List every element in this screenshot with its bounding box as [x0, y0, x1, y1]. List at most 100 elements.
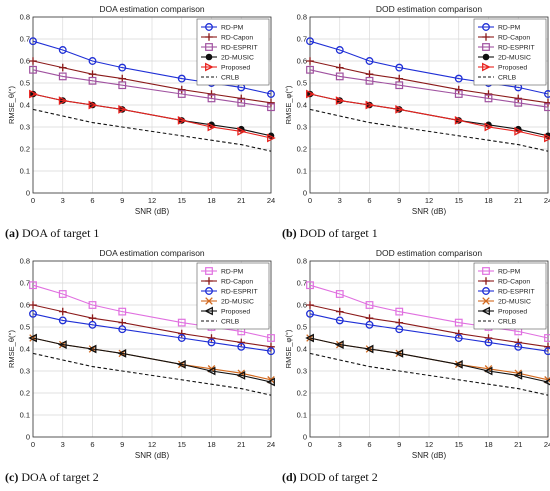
data-point-marker	[118, 105, 128, 114]
x-tick-label: 18	[207, 440, 215, 449]
series-rd-esprit	[306, 309, 550, 356]
x-tick-label: 9	[397, 440, 401, 449]
data-point-marker	[544, 99, 550, 107]
data-point-marker	[514, 338, 523, 347]
data-point-marker	[58, 290, 67, 298]
data-point-marker	[88, 76, 97, 85]
data-point-marker	[395, 105, 405, 114]
x-axis-label: SNR (dB)	[135, 207, 170, 216]
y-tick-label: 0.4	[297, 101, 307, 110]
x-tick-label: 12	[425, 440, 433, 449]
x-axis-label: SNR (dB)	[135, 451, 170, 460]
data-point-marker	[544, 133, 550, 143]
x-tick-label: 0	[308, 440, 312, 449]
data-point-marker	[117, 349, 127, 358]
data-point-marker	[267, 103, 275, 112]
caption-label: (a)	[5, 226, 19, 240]
data-point-marker	[484, 90, 493, 98]
y-tick-label: 0.2	[297, 145, 307, 154]
y-tick-label: 0.7	[297, 279, 307, 288]
data-point-marker	[335, 316, 344, 325]
data-point-marker	[29, 37, 37, 46]
y-tick-label: 0.3	[297, 367, 307, 376]
y-tick-label: 0.8	[20, 257, 30, 266]
series-line	[32, 337, 272, 383]
data-point-marker	[306, 57, 314, 65]
y-tick-label: 0.3	[20, 123, 30, 132]
legend-label: RD-Capon	[221, 279, 253, 286]
series-rd-esprit	[29, 309, 275, 356]
data-point-marker	[306, 281, 314, 290]
series-line	[32, 304, 272, 348]
legend-marker	[481, 306, 490, 316]
caption-text: DOA of target 1	[19, 226, 99, 240]
x-tick-label: 15	[455, 440, 463, 449]
y-tick-label: 0	[303, 189, 307, 198]
x-tick-label: 21	[514, 440, 522, 449]
data-point-marker	[454, 329, 463, 338]
y-tick-label: 0.4	[297, 345, 307, 354]
data-point-marker	[237, 342, 246, 351]
data-point-marker	[177, 329, 186, 338]
data-point-marker	[364, 344, 374, 354]
legend-label: 2D-MUSIC	[221, 55, 254, 62]
data-point-marker	[266, 377, 275, 387]
data-point-marker	[335, 307, 344, 316]
legend-label: Proposed	[498, 65, 527, 72]
legend-marker	[204, 306, 213, 316]
y-tick-label: 0.7	[20, 279, 30, 288]
y-tick-label: 0.5	[20, 323, 30, 332]
data-point-marker	[267, 343, 275, 351]
data-point-marker	[88, 100, 98, 110]
x-tick-label: 24	[267, 440, 275, 449]
y-tick-label: 0.1	[20, 411, 30, 420]
caption-label: (d)	[282, 470, 297, 484]
data-point-marker	[118, 63, 127, 72]
x-tick-label: 15	[178, 440, 186, 449]
data-point-marker	[514, 342, 523, 351]
series-line	[309, 69, 549, 108]
data-point-marker	[118, 307, 127, 316]
series-line	[32, 352, 272, 396]
data-point-marker	[267, 90, 275, 98]
data-point-marker	[177, 74, 186, 83]
y-tick-label: 0.1	[297, 167, 307, 176]
y-tick-label: 0.1	[297, 411, 307, 420]
x-tick-label: 0	[31, 196, 35, 205]
legend-marker	[482, 277, 490, 285]
y-tick-label: 0.4	[20, 101, 30, 110]
data-point-marker	[88, 314, 97, 322]
figure-caption: (c) DOA of target 2	[5, 470, 99, 484]
data-point-marker	[29, 281, 37, 290]
data-point-marker	[395, 63, 404, 72]
x-tick-label: 21	[237, 196, 245, 205]
data-point-marker	[29, 65, 37, 74]
data-point-marker	[306, 309, 314, 318]
series-crlb	[309, 108, 549, 152]
figure-caption: (d) DOD of target 2	[282, 470, 378, 484]
series-line	[309, 108, 549, 152]
y-tick-label: 0	[303, 433, 307, 442]
y-tick-label: 0.3	[20, 367, 30, 376]
series-line	[32, 93, 272, 139]
data-point-marker	[118, 318, 127, 327]
data-point-marker	[29, 301, 37, 309]
data-point-marker	[267, 334, 275, 342]
data-point-marker	[305, 333, 314, 343]
series-line	[309, 284, 549, 339]
x-tick-label: 6	[90, 440, 94, 449]
legend-label: RD-ESPRIT	[221, 289, 258, 296]
data-point-marker	[236, 371, 246, 380]
chart-title: DOA estimation comparison	[99, 4, 205, 14]
legend: RD-PM RD-Capon RD-ESPRIT 2D-MUSIC Proposed CR…	[196, 18, 270, 86]
data-point-marker	[365, 70, 374, 78]
series-line	[32, 69, 272, 108]
legend-label: RD-ESPRIT	[498, 289, 535, 296]
data-point-marker	[454, 116, 464, 125]
x-tick-label: 18	[207, 196, 215, 205]
data-point-marker	[454, 85, 463, 94]
data-point-marker	[207, 334, 216, 342]
data-point-marker	[58, 307, 67, 316]
y-tick-label: 0.2	[20, 389, 30, 398]
series-rd-pm	[29, 281, 275, 342]
